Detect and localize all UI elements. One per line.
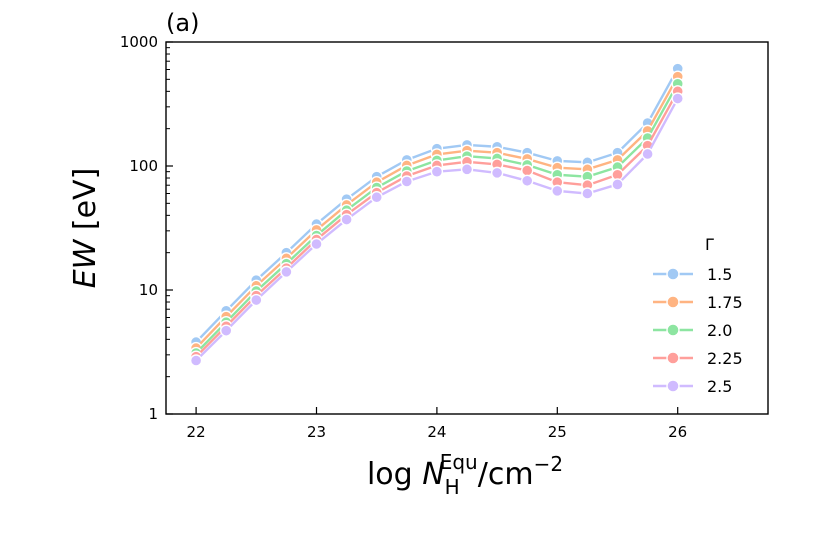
- x-axis-sup: Equ: [440, 450, 478, 474]
- data-point: [340, 213, 353, 226]
- y-ticks: 1 10 100 1000: [120, 33, 173, 423]
- series-layer: [189, 62, 684, 367]
- x-axis-title: log NHEqu/cm−2: [367, 450, 563, 499]
- x-axis-unit: /cm: [478, 457, 534, 492]
- x-ticks: 22 23 24 25 26: [187, 407, 687, 441]
- data-point: [521, 164, 534, 177]
- data-point: [370, 191, 383, 204]
- legend-marker: [666, 295, 680, 309]
- data-point: [641, 147, 654, 161]
- data-point: [219, 324, 233, 337]
- x-axis-unit-sup: −2: [534, 452, 563, 476]
- y-tick-label: 100: [129, 157, 158, 175]
- legend-marker: [666, 267, 680, 281]
- data-point: [280, 265, 293, 279]
- legend-item: 1.75: [653, 293, 743, 312]
- legend: Γ 1.5 1.75 2.0 2.25 2.5: [653, 235, 743, 396]
- data-point: [671, 92, 684, 105]
- x-tick-label: 25: [548, 423, 567, 441]
- legend-label: 2.0: [707, 321, 732, 340]
- x-tick-label: 23: [307, 423, 326, 441]
- data-point: [490, 166, 504, 180]
- x-axis-sub: H: [445, 475, 460, 499]
- data-point: [430, 165, 444, 178]
- data-point: [189, 354, 203, 367]
- legend-marker: [666, 323, 680, 337]
- x-tick-label: 26: [668, 423, 687, 441]
- legend-label: 2.25: [707, 349, 743, 368]
- legend-title: Γ: [705, 235, 714, 254]
- x-tick-label: 22: [187, 423, 206, 441]
- y-axis-var: EW: [68, 238, 103, 288]
- y-tick-label: 1000: [120, 33, 158, 51]
- panel-label: (a): [166, 9, 199, 37]
- data-point: [521, 174, 534, 187]
- x-axis-prefix: log: [367, 457, 422, 492]
- legend-marker: [666, 379, 680, 393]
- x-tick-label: 24: [427, 423, 446, 441]
- legend-items: 1.5 1.75 2.0 2.25 2.5: [653, 265, 743, 396]
- data-point: [400, 175, 413, 188]
- data-point: [460, 163, 474, 176]
- legend-label: 2.5: [707, 377, 732, 396]
- x-axis-var: N: [422, 457, 444, 492]
- legend-item: 2.5: [653, 377, 732, 396]
- data-point: [310, 237, 323, 251]
- legend-marker: [666, 351, 680, 365]
- series-2.5: [189, 92, 684, 367]
- y-tick-label: 1: [148, 405, 158, 423]
- legend-item: 1.5: [653, 265, 732, 284]
- legend-label: 1.5: [707, 265, 732, 284]
- data-point: [581, 187, 594, 200]
- legend-label: 1.75: [707, 293, 743, 312]
- y-axis-title: EW [eV]: [68, 168, 103, 289]
- legend-item: 2.0: [653, 321, 732, 340]
- legend-item: 2.25: [653, 349, 743, 368]
- y-tick-label: 10: [139, 281, 158, 299]
- data-point: [611, 178, 624, 191]
- data-point: [551, 184, 564, 198]
- y-axis-unit: [eV]: [68, 168, 103, 240]
- data-point: [250, 293, 263, 307]
